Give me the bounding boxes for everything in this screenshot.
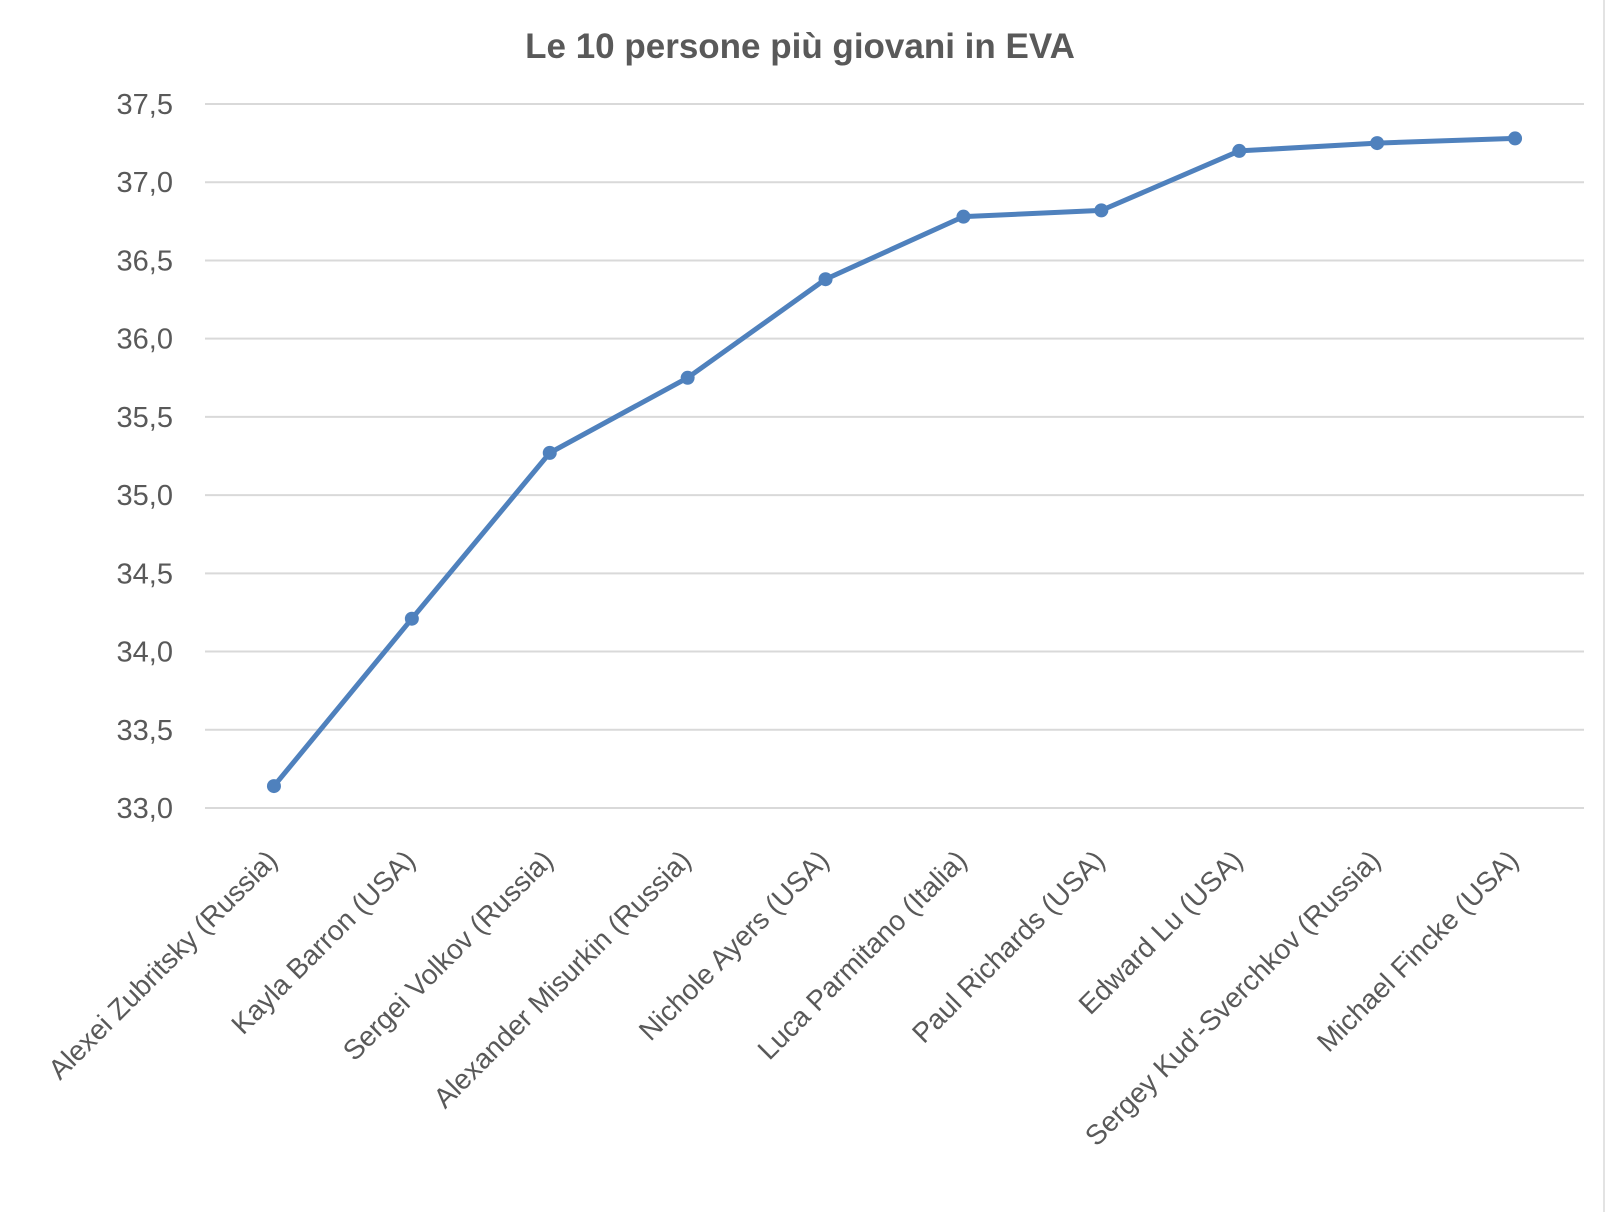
data-point-marker: [542, 445, 557, 460]
y-axis-tick-label: 33,5: [117, 715, 173, 747]
gridlines-group: [205, 103, 1584, 809]
data-point-marker: [818, 272, 833, 287]
y-axis-tick-label: 33,0: [117, 793, 173, 825]
data-point-marker: [266, 779, 281, 794]
y-axis-tick-label: 35,5: [117, 402, 173, 434]
data-point-marker: [1370, 136, 1385, 151]
chart-title: Le 10 persone più giovani in EVA: [525, 27, 1075, 66]
y-axis-tick-label: 34,5: [117, 558, 173, 590]
data-point-marker: [680, 370, 695, 385]
y-axis-tick-label: 36,5: [117, 245, 173, 277]
y-axis-tick-label: 37,5: [117, 89, 173, 121]
x-axis-category-label: Sergey Kud'-Sverchkov (Russia): [1079, 844, 1386, 1151]
data-point-marker: [404, 611, 419, 626]
y-axis-tick-label: 35,0: [117, 480, 173, 512]
x-axis-category-labels-group: Alexei Zubritsky (Russia)Kayla Barron (U…: [42, 844, 1524, 1151]
x-axis-category-label: Alexei Zubritsky (Russia): [42, 844, 283, 1085]
window-right-border: [1603, 0, 1605, 1212]
y-axis-tick-labels-group: 37,5 37,0 36,5 36,0 35,5 35,0 34,5 34,0 33,5 33,0: [117, 89, 173, 825]
data-point-marker: [1232, 143, 1247, 158]
data-series-line: [271, 135, 1518, 789]
x-axis-category-label: Alexander Misurkin (Russia): [427, 844, 696, 1113]
y-axis-tick-label: 34,0: [117, 637, 173, 669]
data-point-marker: [956, 209, 971, 224]
y-axis-tick-label: 37,0: [117, 167, 173, 199]
data-point-marker: [1508, 131, 1523, 146]
data-series-group: [266, 131, 1523, 794]
y-axis-tick-label: 36,0: [117, 324, 173, 356]
data-point-marker: [1094, 203, 1109, 218]
